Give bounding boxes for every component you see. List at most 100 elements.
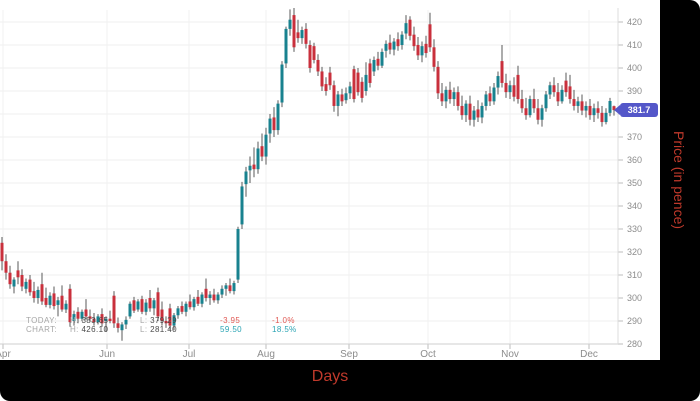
candle[interactable]: [152, 300, 156, 309]
candle[interactable]: [568, 86, 572, 100]
candle[interactable]: [480, 105, 484, 118]
candle[interactable]: [280, 64, 284, 103]
candle[interactable]: [428, 24, 432, 48]
candle[interactable]: [68, 288, 72, 323]
candle[interactable]: [352, 69, 356, 100]
candle[interactable]: [308, 45, 312, 68]
candle[interactable]: [144, 302, 148, 312]
candle[interactable]: [56, 300, 60, 305]
candle[interactable]: [516, 74, 520, 100]
candle[interactable]: [564, 80, 568, 93]
candle[interactable]: [128, 303, 132, 317]
candle[interactable]: [112, 295, 116, 324]
candle[interactable]: [520, 99, 524, 109]
candle[interactable]: [224, 285, 228, 289]
candle[interactable]: [436, 66, 440, 94]
candle[interactable]: [20, 275, 24, 287]
candle[interactable]: [324, 84, 328, 91]
candle[interactable]: [52, 293, 56, 307]
candle[interactable]: [40, 284, 44, 302]
candle[interactable]: [184, 303, 188, 312]
price-chart[interactable]: 4204104003903803703603503403303203103002…: [0, 0, 660, 360]
candle[interactable]: [228, 285, 232, 292]
candle[interactable]: [580, 101, 584, 111]
candle[interactable]: [548, 85, 552, 95]
candle[interactable]: [100, 314, 104, 324]
candle[interactable]: [248, 165, 252, 171]
candle[interactable]: [492, 87, 496, 102]
candle[interactable]: [600, 112, 604, 123]
candle[interactable]: [168, 308, 172, 326]
candle[interactable]: [136, 301, 140, 310]
candle[interactable]: [104, 318, 108, 321]
candle[interactable]: [4, 261, 8, 273]
candle[interactable]: [456, 92, 460, 106]
candle[interactable]: [420, 46, 424, 56]
candle[interactable]: [236, 229, 240, 280]
candle[interactable]: [132, 300, 136, 311]
candle[interactable]: [368, 63, 372, 83]
candle[interactable]: [32, 291, 36, 298]
candle[interactable]: [220, 288, 224, 295]
candle[interactable]: [408, 19, 412, 36]
candle[interactable]: [552, 85, 556, 93]
candle[interactable]: [84, 309, 88, 317]
candle[interactable]: [532, 99, 536, 109]
candle[interactable]: [24, 281, 28, 289]
candle[interactable]: [16, 270, 20, 278]
candle[interactable]: [604, 112, 608, 123]
candle[interactable]: [340, 94, 344, 102]
candle[interactable]: [508, 85, 512, 93]
candle[interactable]: [28, 279, 32, 293]
candle[interactable]: [288, 19, 292, 29]
candle[interactable]: [484, 94, 488, 106]
candle[interactable]: [528, 99, 532, 116]
candle[interactable]: [524, 108, 528, 116]
candle[interactable]: [196, 296, 200, 304]
candle[interactable]: [384, 43, 388, 51]
candle[interactable]: [572, 99, 576, 106]
candle[interactable]: [348, 86, 352, 94]
candle[interactable]: [8, 272, 12, 285]
candle[interactable]: [316, 59, 320, 72]
candle[interactable]: [80, 311, 84, 319]
candle[interactable]: [212, 294, 216, 301]
candle[interactable]: [472, 110, 476, 120]
candle[interactable]: [588, 105, 592, 116]
candle[interactable]: [464, 103, 468, 116]
candle[interactable]: [536, 108, 540, 120]
candle[interactable]: [296, 32, 300, 39]
candle[interactable]: [180, 306, 184, 312]
candle[interactable]: [252, 164, 256, 170]
candle[interactable]: [92, 318, 96, 323]
candle[interactable]: [96, 316, 100, 323]
candle[interactable]: [488, 93, 492, 102]
candle[interactable]: [284, 28, 288, 64]
candle[interactable]: [204, 288, 208, 298]
candle[interactable]: [512, 85, 516, 97]
candle[interactable]: [608, 101, 612, 113]
candle[interactable]: [76, 311, 80, 319]
candle[interactable]: [304, 28, 308, 44]
candle[interactable]: [404, 23, 408, 34]
candle[interactable]: [12, 279, 16, 287]
candle[interactable]: [328, 72, 332, 86]
candle[interactable]: [120, 324, 124, 331]
candle[interactable]: [264, 134, 268, 157]
candle[interactable]: [268, 118, 272, 134]
candle[interactable]: [332, 85, 336, 106]
candle[interactable]: [360, 81, 364, 98]
candle[interactable]: [476, 109, 480, 118]
candle[interactable]: [392, 41, 396, 50]
candle[interactable]: [448, 89, 452, 100]
candle[interactable]: [556, 92, 560, 102]
candle[interactable]: [440, 93, 444, 102]
candle[interactable]: [452, 92, 456, 100]
candle[interactable]: [64, 303, 68, 310]
candle[interactable]: [216, 294, 220, 301]
candle[interactable]: [164, 321, 168, 324]
candle[interactable]: [432, 47, 436, 67]
candle[interactable]: [0, 242, 4, 262]
candle[interactable]: [376, 58, 380, 66]
candle[interactable]: [72, 314, 76, 321]
